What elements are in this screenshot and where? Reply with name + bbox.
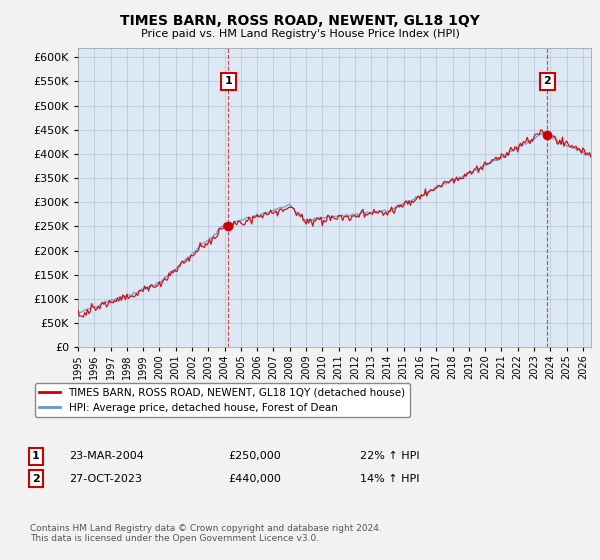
Text: 22% ↑ HPI: 22% ↑ HPI (360, 451, 419, 461)
Text: 14% ↑ HPI: 14% ↑ HPI (360, 474, 419, 484)
Text: 2: 2 (544, 76, 551, 86)
Text: Price paid vs. HM Land Registry's House Price Index (HPI): Price paid vs. HM Land Registry's House … (140, 29, 460, 39)
Text: TIMES BARN, ROSS ROAD, NEWENT, GL18 1QY: TIMES BARN, ROSS ROAD, NEWENT, GL18 1QY (120, 14, 480, 28)
Text: 1: 1 (224, 76, 232, 86)
Text: 27-OCT-2023: 27-OCT-2023 (69, 474, 142, 484)
Text: 1: 1 (32, 451, 40, 461)
Text: 2: 2 (32, 474, 40, 484)
Legend: TIMES BARN, ROSS ROAD, NEWENT, GL18 1QY (detached house), HPI: Average price, de: TIMES BARN, ROSS ROAD, NEWENT, GL18 1QY … (35, 383, 410, 417)
Text: 23-MAR-2004: 23-MAR-2004 (69, 451, 144, 461)
Text: £250,000: £250,000 (228, 451, 281, 461)
Text: £440,000: £440,000 (228, 474, 281, 484)
Text: Contains HM Land Registry data © Crown copyright and database right 2024.
This d: Contains HM Land Registry data © Crown c… (30, 524, 382, 543)
